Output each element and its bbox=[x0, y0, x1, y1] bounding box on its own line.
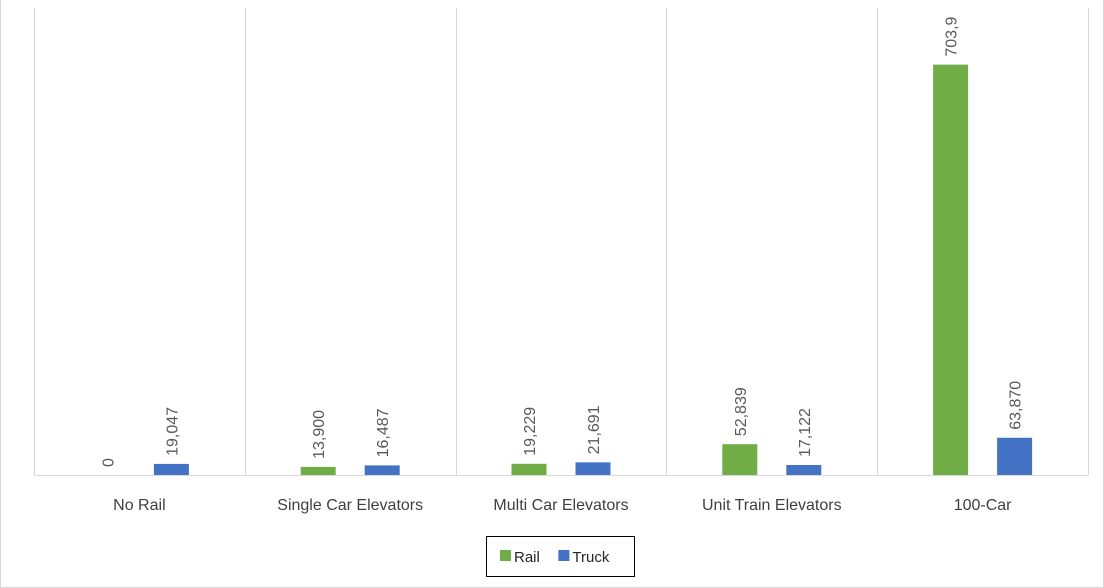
data-label-truck-multi-car-elevators: 21,691 bbox=[586, 405, 603, 454]
data-label-rail-single-car-elevators: 13,900 bbox=[311, 410, 328, 459]
bar-truck-no-rail bbox=[153, 463, 189, 475]
data-label-rail-100-car: 703,9 bbox=[944, 16, 961, 56]
category-gridlines bbox=[34, 8, 1089, 475]
bars bbox=[153, 64, 1033, 476]
tick-label-single-car-elevators: Single Car Elevators bbox=[277, 497, 423, 514]
data-label-rail-unit-train-elevators: 52,839 bbox=[733, 387, 750, 436]
tick-label-multi-car-elevators: Multi Car Elevators bbox=[493, 497, 628, 514]
bar-truck-100-car bbox=[997, 437, 1033, 475]
data-label-rail-no-rail: 0 bbox=[100, 458, 117, 467]
bar-truck-unit-train-elevators bbox=[786, 465, 822, 475]
x-axis-tick-labels: No Rail Single Car Elevators Multi Car Ele… bbox=[113, 497, 1012, 514]
data-label-truck-no-rail: 19,047 bbox=[164, 407, 181, 456]
data-labels: 0 19,047 13,900 16,487 19,229 21,691 52,839 17,… bbox=[100, 16, 1024, 467]
legend: Rail Truck bbox=[486, 536, 635, 577]
bar-truck-multi-car-elevators bbox=[575, 462, 611, 475]
bar-rail-single-car-elevators bbox=[300, 466, 336, 475]
bar-truck-single-car-elevators bbox=[364, 465, 400, 475]
data-label-truck-single-car-elevators: 16,487 bbox=[375, 408, 392, 457]
tick-label-no-rail: No Rail bbox=[113, 497, 165, 514]
bar-rail-multi-car-elevators bbox=[511, 463, 547, 475]
tick-label-unit-train-elevators: Unit Train Elevators bbox=[702, 497, 842, 514]
bar-rail-unit-train-elevators bbox=[722, 444, 758, 475]
data-label-rail-multi-car-elevators: 19,229 bbox=[522, 407, 539, 456]
legend-swatch-truck bbox=[558, 550, 570, 561]
tick-label-100-car: 100-Car bbox=[954, 497, 1012, 514]
legend-label-truck: Truck bbox=[572, 549, 609, 566]
legend-swatch-rail bbox=[500, 550, 511, 561]
data-label-truck-unit-train-elevators: 17,122 bbox=[797, 408, 814, 457]
bar-rail-100-car bbox=[933, 64, 969, 476]
data-label-truck-100-car: 63,870 bbox=[1008, 381, 1025, 430]
legend-label-rail: Rail bbox=[514, 549, 540, 566]
